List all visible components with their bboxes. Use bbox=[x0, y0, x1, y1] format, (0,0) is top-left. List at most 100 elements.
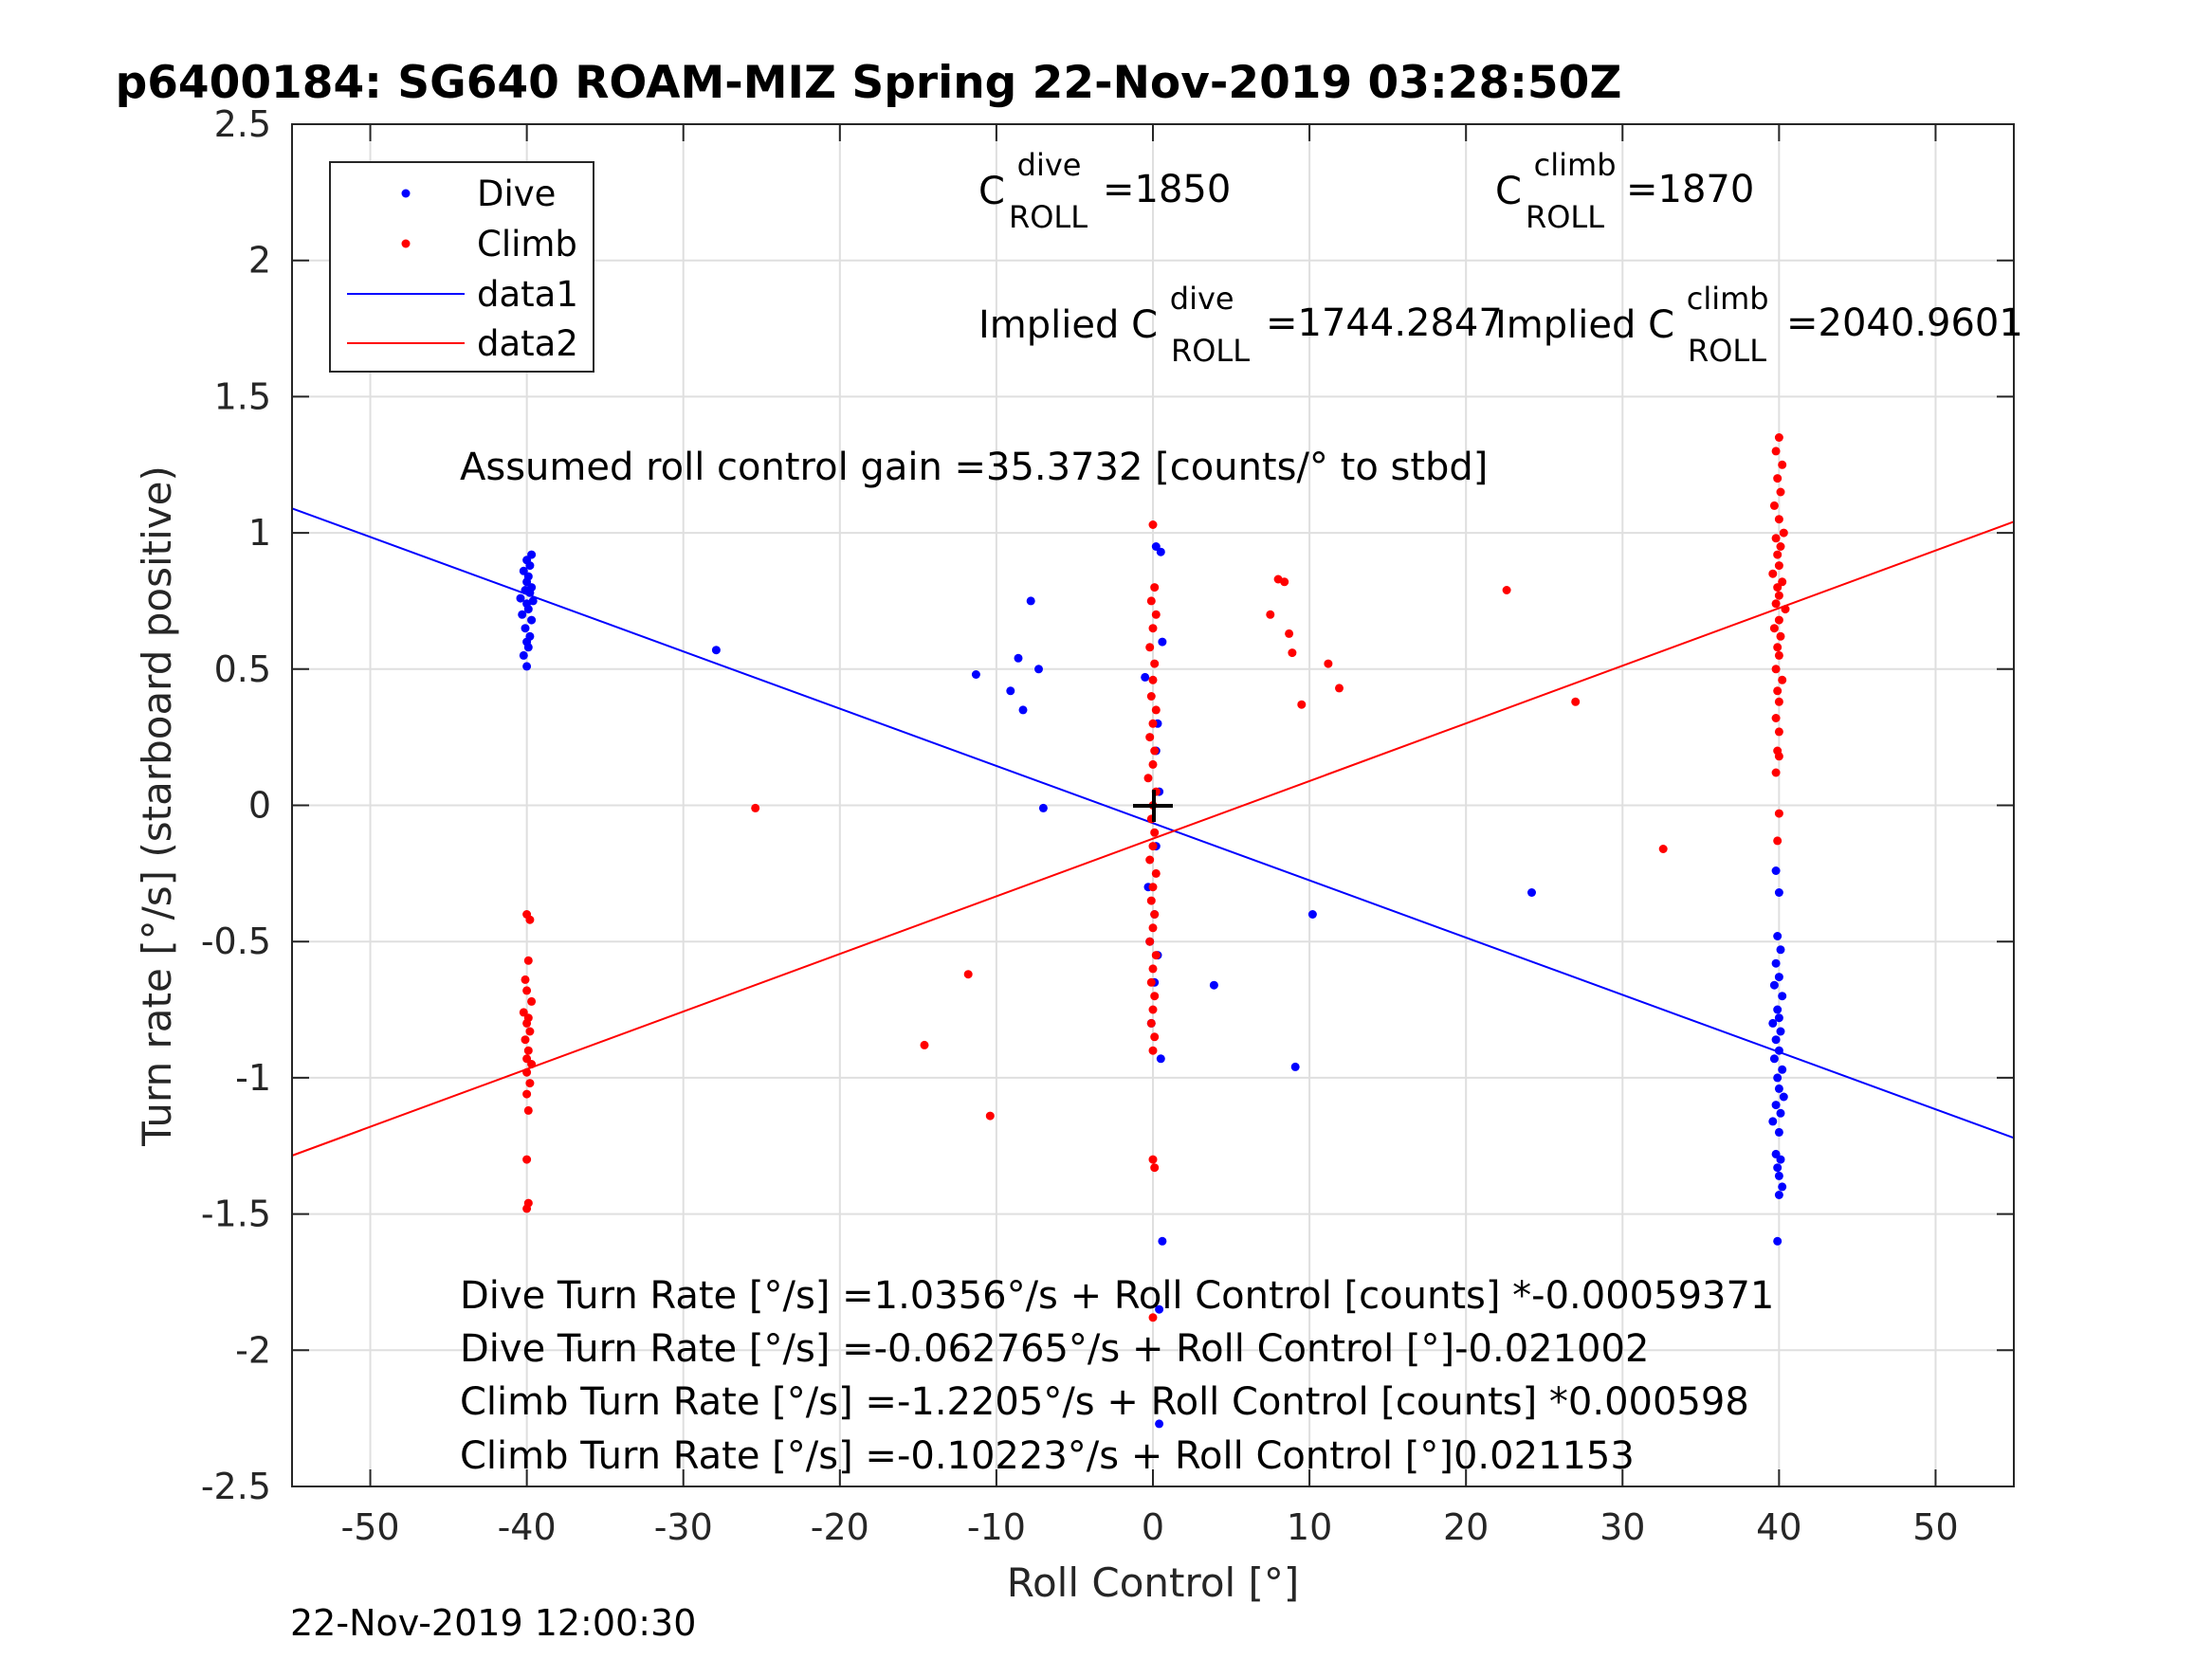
dive-point bbox=[1774, 1191, 1783, 1199]
dive-point bbox=[1774, 1084, 1783, 1093]
climb-point bbox=[1150, 1163, 1160, 1173]
climb-point bbox=[1148, 883, 1158, 892]
dive-point bbox=[1774, 1046, 1783, 1055]
legend-label-data2: data2 bbox=[477, 323, 578, 364]
climb-point bbox=[527, 996, 537, 1006]
climb-point bbox=[1774, 727, 1783, 737]
climb-point bbox=[525, 915, 535, 924]
climb-point bbox=[1771, 665, 1781, 674]
plot-frame bbox=[291, 123, 2015, 1487]
dive-point bbox=[1768, 1117, 1778, 1126]
climb-point bbox=[1266, 610, 1275, 619]
climb-point bbox=[1774, 650, 1783, 660]
legend-box bbox=[329, 161, 594, 373]
climb-point bbox=[1774, 515, 1783, 524]
climb-point bbox=[751, 803, 760, 812]
climb-point bbox=[1776, 631, 1785, 641]
dive-point bbox=[527, 550, 537, 559]
dive-point bbox=[1773, 1236, 1782, 1246]
y-tick-label: 1 bbox=[248, 512, 271, 554]
climb-point bbox=[1773, 583, 1782, 592]
climb-point bbox=[1779, 528, 1788, 538]
y-tick-label: 0 bbox=[248, 785, 271, 827]
dive-point bbox=[518, 610, 527, 619]
climb-point bbox=[1771, 599, 1781, 609]
implied-dive-sup: dive bbox=[1170, 281, 1234, 317]
implied-dive-value: =1744.2847 bbox=[1266, 301, 1503, 345]
implied-climb-sub: ROLL bbox=[1688, 333, 1766, 369]
dive-point bbox=[1769, 980, 1779, 990]
dive-point bbox=[1771, 1101, 1781, 1110]
climb-point bbox=[1771, 534, 1781, 543]
climb-point bbox=[523, 1105, 533, 1115]
dive-point bbox=[1774, 888, 1783, 897]
dive-point bbox=[1771, 866, 1781, 875]
y-tick-label: -1.5 bbox=[201, 1194, 271, 1235]
implied-dive-prefix: Implied C bbox=[978, 303, 1158, 347]
dive-point bbox=[519, 650, 528, 660]
climb-point bbox=[1774, 809, 1783, 818]
climb-point bbox=[525, 1027, 535, 1036]
y-tick-label: 2 bbox=[248, 240, 271, 282]
y-tick-label: -2.5 bbox=[201, 1466, 271, 1507]
fit-line-data1 bbox=[291, 507, 2015, 1139]
fit-text-dive-degrees: Dive Turn Rate [°/s] =-0.062765°/s + Rol… bbox=[460, 1327, 1649, 1371]
x-axis-label: Roll Control [°] bbox=[1007, 1559, 1300, 1606]
climb-point bbox=[1148, 719, 1158, 728]
climb-point bbox=[1150, 910, 1160, 919]
climb-point bbox=[1151, 610, 1161, 619]
c-climb-sub: ROLL bbox=[1526, 199, 1604, 235]
climb-point bbox=[1145, 733, 1155, 742]
climb-point bbox=[1774, 591, 1783, 600]
x-tick-label: -50 bbox=[341, 1506, 400, 1548]
climb-point bbox=[1776, 487, 1785, 497]
climb-point bbox=[1151, 705, 1161, 715]
dive-point bbox=[521, 624, 530, 633]
svg-text:Implied C climb RO: Implied C climb ROLL bbox=[1495, 275, 1781, 369]
climb-point bbox=[521, 975, 530, 984]
x-tick-label: 0 bbox=[1142, 1506, 1164, 1548]
climb-point bbox=[1145, 937, 1155, 946]
climb-point bbox=[1771, 768, 1781, 777]
climb-point bbox=[1324, 659, 1333, 668]
x-tick-label: -40 bbox=[498, 1506, 557, 1548]
dive-point bbox=[1773, 1073, 1782, 1083]
y-axis-label: Turn rate [°/s] (starboard positive) bbox=[134, 465, 180, 1147]
climb-point bbox=[1150, 1032, 1160, 1042]
climb-point bbox=[1150, 583, 1160, 592]
climb-point bbox=[1335, 684, 1344, 693]
climb-point bbox=[1148, 964, 1158, 974]
dive-point bbox=[1768, 1018, 1778, 1028]
climb-point bbox=[1150, 828, 1160, 837]
climb-point bbox=[1774, 697, 1783, 706]
climb-point bbox=[1773, 643, 1782, 652]
climb-point bbox=[1769, 624, 1779, 633]
climb-point bbox=[522, 1067, 532, 1077]
climb-point bbox=[1143, 774, 1153, 783]
climb-point bbox=[1146, 977, 1156, 987]
dive-point bbox=[1774, 1127, 1783, 1137]
climb-point bbox=[963, 970, 973, 979]
climb-point bbox=[522, 1089, 532, 1099]
climb-point bbox=[1288, 648, 1297, 658]
dive-point bbox=[1006, 686, 1015, 696]
y-tick-label: -1 bbox=[235, 1057, 271, 1099]
x-tick-label: -10 bbox=[967, 1506, 1026, 1548]
climb-point bbox=[522, 1204, 532, 1213]
climb-point bbox=[1148, 1313, 1158, 1322]
dive-point bbox=[1156, 1054, 1165, 1064]
climb-point bbox=[1658, 845, 1668, 853]
climb-point bbox=[1148, 675, 1158, 684]
dive-point bbox=[525, 631, 535, 641]
dive-point bbox=[1038, 803, 1048, 812]
center-cross bbox=[1133, 790, 1173, 822]
climb-point bbox=[522, 1018, 532, 1028]
annotation-gain: Assumed roll control gain =35.3732 [coun… bbox=[460, 446, 1488, 489]
svg-text:C dive ROLL: C dive ROLL bbox=[978, 141, 1093, 235]
climb-point bbox=[1150, 746, 1160, 756]
climb-point bbox=[522, 986, 532, 995]
climb-point bbox=[1773, 686, 1782, 696]
dive-point bbox=[1209, 980, 1218, 990]
climb-point bbox=[1146, 896, 1156, 905]
dive-point bbox=[1774, 973, 1783, 982]
